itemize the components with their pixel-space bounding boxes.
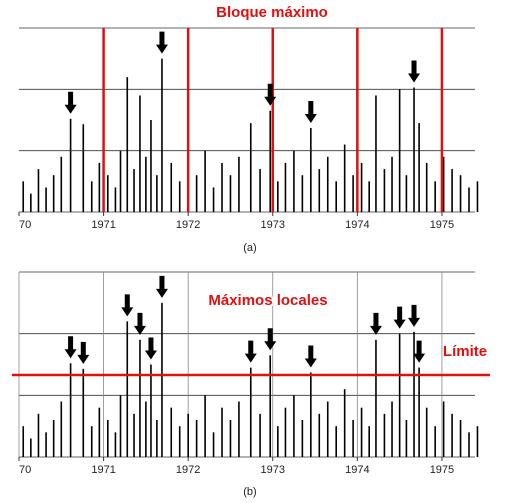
- x-tick-label: 1972: [176, 464, 200, 476]
- x-tick-label: 70: [19, 464, 31, 476]
- arrow: [304, 100, 317, 123]
- x-tick-label: 1975: [430, 219, 454, 231]
- arrow: [64, 91, 77, 114]
- arrow: [77, 341, 90, 364]
- arrow: [155, 275, 168, 298]
- x-tick-label: 70: [19, 219, 31, 231]
- arrow: [304, 345, 317, 368]
- arrow: [121, 294, 134, 317]
- caption: (a): [243, 242, 256, 254]
- arrow: [264, 328, 277, 351]
- annotation: Bloque máximo: [216, 4, 328, 21]
- x-tick-label: 1974: [345, 464, 369, 476]
- arrow: [244, 340, 257, 363]
- arrow: [408, 60, 421, 83]
- x-tick-label: 1971: [91, 219, 115, 231]
- arrow: [144, 337, 157, 360]
- arrow: [155, 31, 168, 54]
- x-tick-label: 1971: [91, 464, 115, 476]
- arrow: [393, 306, 406, 329]
- annotation: Máximos locales: [208, 292, 327, 309]
- x-tick-label: 1973: [261, 464, 285, 476]
- arrow: [413, 340, 426, 363]
- x-tick-label: 1974: [345, 219, 369, 231]
- arrow: [408, 304, 421, 327]
- arrow: [133, 312, 146, 335]
- threshold-label: Límite: [443, 343, 487, 360]
- arrow: [369, 312, 382, 335]
- x-tick-label: 1973: [261, 219, 285, 231]
- caption: (b): [243, 486, 256, 498]
- x-tick-label: 1972: [176, 219, 200, 231]
- x-tick-label: 1975: [430, 464, 454, 476]
- arrow: [264, 83, 277, 106]
- arrow: [64, 336, 77, 359]
